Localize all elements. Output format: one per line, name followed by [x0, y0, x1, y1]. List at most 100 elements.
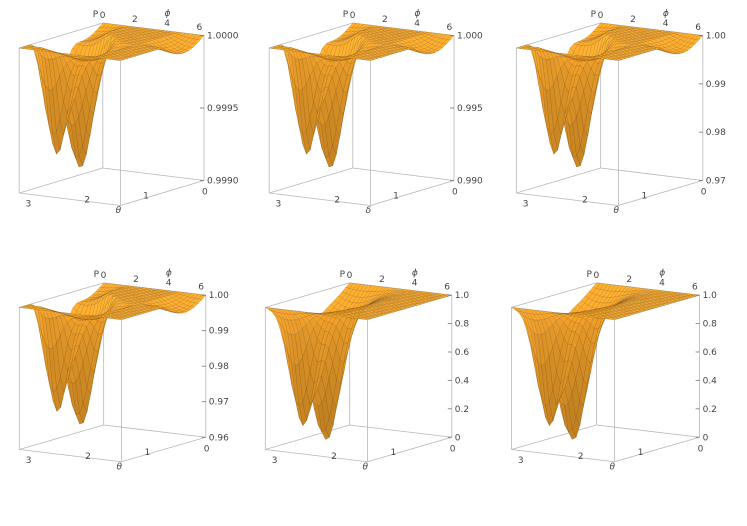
theta-tick-label: 2: [331, 452, 337, 462]
surface-plot-panel: P 0 2 4 6ϕ3 2 1 0θ1.000.990.980.970.96: [18, 269, 229, 472]
z-tick-label: 0.4: [455, 376, 470, 386]
box-edge: [516, 22, 601, 49]
phi-tick-label: 2: [626, 275, 632, 285]
box-edge: [19, 424, 104, 450]
phi-tick-label: 2: [132, 15, 138, 25]
phi-tick-label: 4: [659, 279, 665, 289]
box-edge: [370, 180, 455, 206]
phi-tick-label: 2: [133, 275, 139, 285]
z-axis-label: P: [587, 270, 593, 280]
surface-mesh: [19, 22, 205, 168]
box-edge: [19, 282, 104, 308]
box-edge: [352, 167, 455, 181]
z-tick-label: 0.99: [209, 327, 229, 337]
box-edge: [516, 192, 619, 206]
phi-axis-label: ϕ: [663, 9, 669, 19]
z-tick-label: 0.99: [706, 80, 726, 90]
surface-facet: [610, 317, 619, 320]
box-edge: [511, 449, 615, 463]
z-tick-label: 0.995: [457, 104, 483, 114]
theta-tick-label: 0: [701, 188, 707, 198]
theta-tick-label: 2: [84, 195, 90, 205]
box-edge: [516, 167, 601, 194]
theta-tick-label: 3: [276, 199, 282, 209]
z-tick-label: 1.00: [209, 291, 229, 301]
box-edge: [265, 424, 350, 450]
z-tick-label: 0.8: [703, 320, 718, 330]
theta-tick-label: 3: [26, 456, 32, 466]
phi-tick-label: 0: [594, 271, 600, 281]
z-tick-label: 0.6: [703, 348, 718, 358]
theta-tick-label: 3: [26, 199, 32, 209]
box-edge: [102, 167, 205, 181]
z-tick-label: 1.00: [706, 32, 726, 42]
theta-tick-label: 1: [641, 191, 647, 201]
theta-tick-label: 0: [202, 188, 208, 198]
theta-tick-label: 3: [272, 456, 278, 466]
box-edge: [265, 282, 350, 308]
surface-mesh: [269, 22, 455, 168]
z-tick-label: 0.97: [706, 177, 726, 187]
phi-tick-label: 6: [446, 23, 452, 33]
theta-tick-label: 0: [450, 444, 456, 454]
z-axis-label: P: [94, 270, 100, 280]
phi-tick-label: 4: [164, 19, 170, 29]
box-edge: [367, 436, 452, 463]
z-tick-label: 1.000: [457, 32, 483, 42]
box-edge: [19, 449, 122, 463]
phi-axis-label: ϕ: [164, 9, 170, 19]
theta-axis-label: θ: [116, 206, 122, 216]
theta-tick-label: 0: [452, 188, 458, 198]
theta-axis-label: θ: [610, 462, 616, 472]
box-edge: [600, 167, 703, 181]
box-edge: [269, 167, 353, 194]
phi-tick-label: 0: [100, 11, 106, 21]
phi-axis-label: ϕ: [659, 269, 665, 279]
phi-tick-label: 6: [695, 23, 701, 33]
box-edge: [19, 167, 103, 194]
z-tick-label: 0.2: [703, 405, 717, 415]
phi-tick-label: 2: [382, 15, 388, 25]
box-edge: [103, 424, 206, 438]
box-edge: [121, 436, 206, 463]
box-edge: [614, 436, 700, 463]
theta-axis-label: θ: [363, 462, 369, 472]
theta-tick-label: 3: [523, 199, 529, 209]
phi-tick-label: 4: [414, 19, 420, 29]
phi-tick-label: 2: [379, 275, 385, 285]
phi-tick-label: 2: [630, 15, 636, 25]
z-axis-label: P: [340, 270, 346, 280]
box-edge: [511, 282, 597, 308]
phi-tick-label: 0: [347, 271, 353, 281]
z-tick-label: 0.8: [455, 320, 470, 330]
phi-tick-label: 6: [692, 283, 698, 293]
z-tick-label: 0.9995: [207, 104, 239, 114]
z-tick-label: 0.4: [703, 376, 718, 386]
surface-facet: [363, 317, 372, 320]
phi-tick-label: 6: [196, 23, 202, 33]
z-tick-label: 0.98: [706, 128, 726, 138]
z-tick-label: 0.96: [209, 433, 229, 443]
surface-mesh: [19, 282, 207, 425]
theta-tick-label: 1: [393, 191, 399, 201]
phi-axis-label: ϕ: [414, 9, 420, 19]
theta-tick-label: 2: [334, 195, 340, 205]
theta-tick-label: 2: [85, 452, 91, 462]
z-tick-label: 0.98: [209, 362, 229, 372]
theta-tick-label: 1: [144, 448, 150, 458]
theta-tick-label: 2: [582, 195, 588, 205]
z-tick-label: 0: [703, 433, 709, 443]
theta-tick-label: 0: [698, 444, 704, 454]
z-axis-label: P: [343, 10, 349, 20]
theta-tick-label: 0: [204, 444, 210, 454]
surface-plot-panel: P 0 2 4 6ϕ3 2 1 0θ1.00.80.60.40.20: [264, 269, 470, 472]
theta-tick-label: 1: [638, 448, 644, 458]
surface-plot-panel: P 0 2 4 6ϕ3 2 1 0θ1.000.990.980.97: [515, 9, 726, 216]
z-tick-label: 1.0: [703, 291, 718, 301]
surface-mesh: [265, 282, 452, 440]
box-edge: [19, 22, 103, 49]
surface-plot-panel: P 0 2 4 6ϕ3 2 1 0θ1.00.80.60.40.20: [511, 269, 718, 472]
